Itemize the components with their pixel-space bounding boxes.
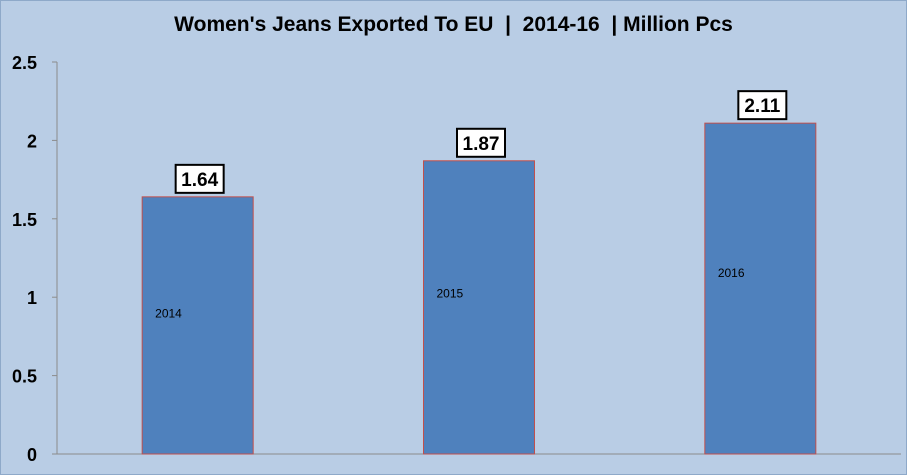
chart-title: Women's Jeans Exported To EU | 2014-16 |…: [174, 13, 733, 36]
data-label-box: [174, 163, 225, 194]
y-tick-label: 1: [27, 288, 37, 308]
data-label-box: [456, 127, 506, 158]
data-label: 2.11: [744, 96, 780, 117]
y-tick-label: 2.5: [12, 53, 37, 73]
data-label: 1.87: [463, 134, 500, 155]
bar-2015: [423, 160, 535, 455]
y-tick-label: 0.5: [12, 367, 37, 387]
bar-2014: [141, 196, 254, 455]
data-label-box: [737, 90, 788, 121]
category-label: 2014: [155, 307, 182, 321]
bars-group: 2014 1.64 2015 1.87 2016 2.11: [141, 90, 817, 455]
category-label: 2016: [718, 266, 745, 280]
y-tick-label: 0: [27, 445, 37, 465]
bar-2016: [704, 122, 817, 455]
data-label: 1.64: [181, 170, 218, 191]
category-label: 2015: [437, 287, 464, 301]
y-ticks-group: 0 0.5 1 1.5 2 2.5: [12, 53, 57, 465]
y-tick-label: 1.5: [12, 210, 37, 230]
y-tick-label: 2: [27, 131, 37, 151]
